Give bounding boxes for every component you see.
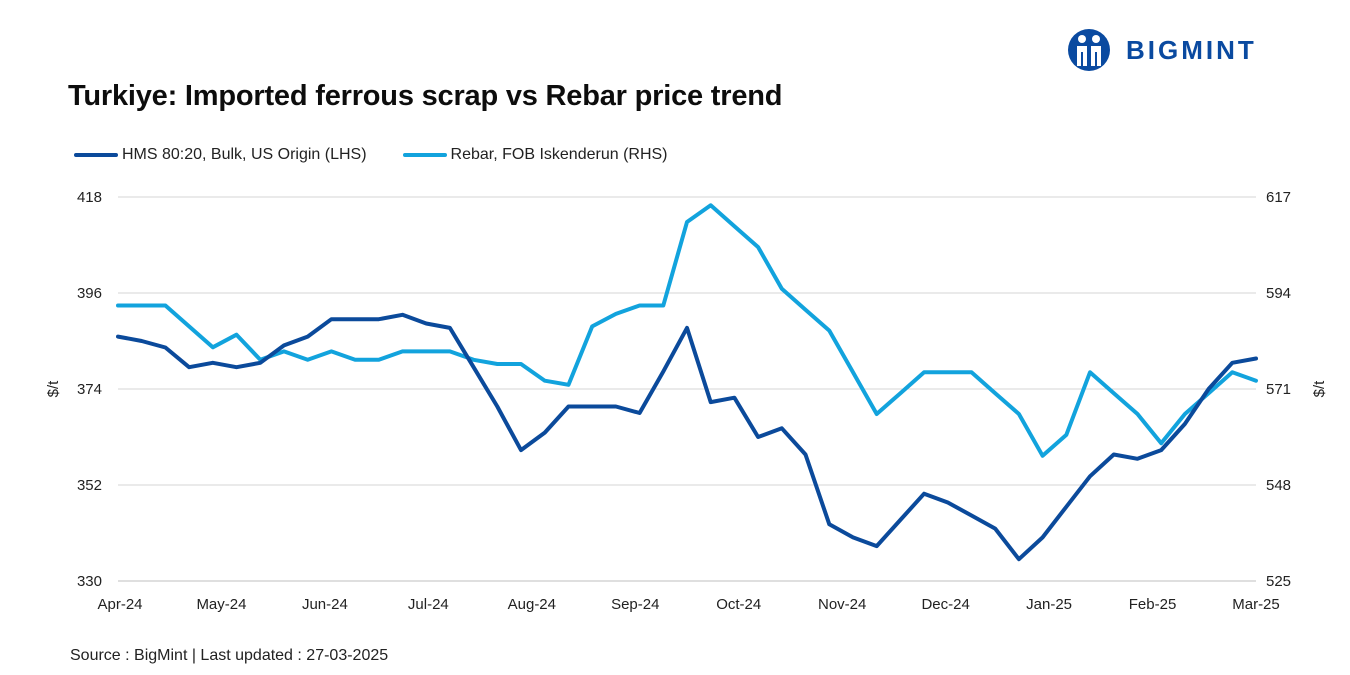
series-line-rebar xyxy=(116,203,1258,458)
x-tick-label: Feb-25 xyxy=(1129,596,1177,613)
left-tick-label: 352 xyxy=(77,477,102,494)
legend-label-rebar: Rebar, FOB Iskenderun (RHS) xyxy=(450,146,668,163)
x-tick-label: Aug-24 xyxy=(508,596,556,613)
x-tick-label: Nov-24 xyxy=(818,596,866,613)
source-note: Source : BigMint | Last updated : 27-03-… xyxy=(70,647,389,664)
left-tick-label: 374 xyxy=(77,381,102,398)
legend-swatch-hms xyxy=(74,153,118,157)
right-tick-label: 617 xyxy=(1266,189,1291,206)
legend-item-hms: HMS 80:20, Bulk, US Origin (LHS) xyxy=(74,146,367,164)
bigmint-logo: BIGMINT xyxy=(1066,28,1257,72)
right-tick-label: 548 xyxy=(1266,477,1291,494)
right-tick-label: 571 xyxy=(1266,381,1291,398)
left-axis-label: $/t xyxy=(45,380,62,398)
x-tick-label: Dec-24 xyxy=(921,596,969,613)
legend-swatch-rebar xyxy=(402,153,447,157)
right-axis-label: $/t xyxy=(1311,380,1328,398)
x-tick-label: Jul-24 xyxy=(408,596,449,613)
x-tick-label: Jun-24 xyxy=(302,596,348,613)
legend-label-hms: HMS 80:20, Bulk, US Origin (LHS) xyxy=(122,146,367,163)
bigmint-logo-icon xyxy=(1068,29,1110,71)
left-tick-label: 396 xyxy=(77,285,102,302)
x-tick-label: Mar-25 xyxy=(1232,596,1280,613)
legend-item-rebar: Rebar, FOB Iskenderun (RHS) xyxy=(402,146,668,164)
x-tick-label: Sep-24 xyxy=(611,596,659,613)
chart-title: Turkiye: Imported ferrous scrap vs Rebar… xyxy=(68,80,783,112)
x-tick-label: Apr-24 xyxy=(97,596,142,613)
series-line-hms xyxy=(116,312,1258,562)
x-tick-label: Jan-25 xyxy=(1026,596,1072,613)
logo-text: BIGMINT xyxy=(1126,34,1257,65)
left-tick-label: 330 xyxy=(77,573,102,590)
left-tick-label: 418 xyxy=(77,189,102,206)
x-tick-label: May-24 xyxy=(196,596,246,613)
x-tick-label: Oct-24 xyxy=(716,596,761,613)
right-tick-label: 525 xyxy=(1266,573,1291,590)
right-tick-label: 594 xyxy=(1266,285,1291,302)
chart-legend: HMS 80:20, Bulk, US Origin (LHS) Rebar, … xyxy=(74,146,704,164)
